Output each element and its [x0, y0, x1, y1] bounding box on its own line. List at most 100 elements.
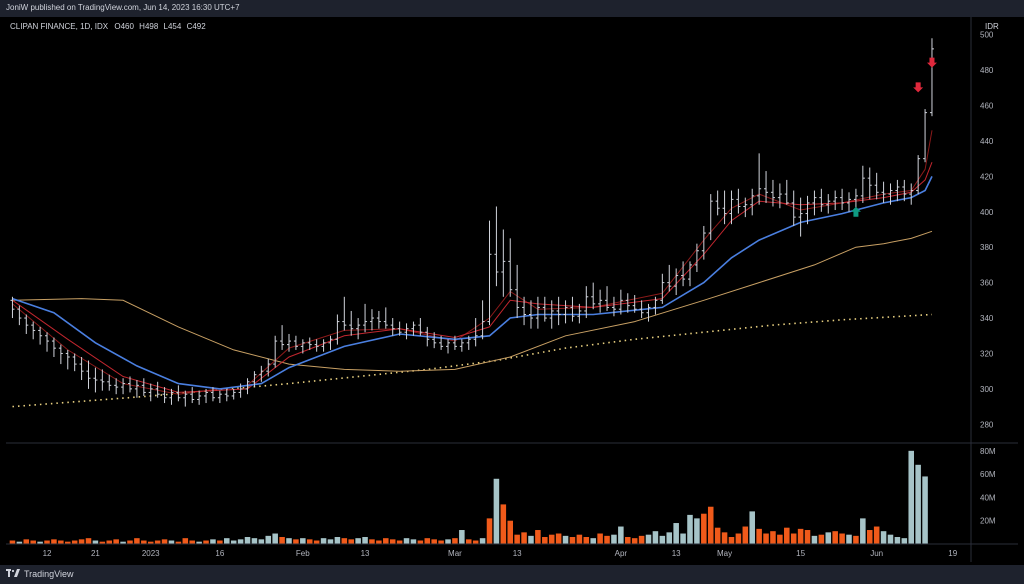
ohlc-bar [549, 300, 554, 329]
time-tick-label: May [717, 549, 732, 558]
volume-bar [894, 537, 901, 544]
volume-bar [279, 537, 285, 544]
ohlc-bar [397, 321, 402, 336]
volume-bar [618, 526, 624, 544]
ohlc-bar [853, 188, 858, 211]
ohlc-bar [10, 296, 15, 319]
ema-blue-line [12, 176, 933, 390]
volume-bar [701, 513, 707, 544]
ohlc-bar [300, 339, 305, 354]
sell-arrow-icon [926, 57, 937, 68]
price-chart[interactable]: 280 300 320 340 360 380 400 420 440 460 480 500 20M 4… [6, 17, 1018, 562]
ohlc-bar [508, 238, 513, 297]
ohlc-bar [287, 333, 292, 352]
ohlc-bar [217, 390, 222, 404]
ohlc-bar [591, 282, 596, 310]
volume-bar [30, 540, 36, 544]
volume-bar [645, 534, 652, 544]
volume-bar [777, 534, 783, 544]
ohlc-bar [224, 388, 229, 402]
volume-bar [306, 539, 313, 544]
volume-bar [728, 537, 735, 544]
ohlc-bar [639, 300, 644, 319]
ohlc-bar [190, 387, 195, 404]
volume-bar [196, 541, 202, 544]
volume-bar [203, 540, 209, 544]
time-tick-label: Jun [870, 549, 883, 558]
volume-bar [182, 538, 189, 544]
legend-low: 454 [168, 22, 182, 31]
volume-bar [742, 526, 749, 544]
time-tick-label: 16 [215, 549, 224, 558]
volume-bars [9, 450, 928, 544]
volume-bar [452, 538, 458, 544]
volume-bar [265, 535, 272, 544]
volume-bar [417, 540, 424, 544]
ohlc-bar [210, 387, 215, 402]
chart-area[interactable]: 280 300 320 340 360 380 400 420 440 460 480 500 20M 4… [6, 17, 1018, 562]
ohlc-bar [840, 188, 845, 211]
ohlc-bar [528, 300, 533, 329]
ohlc-bar [238, 383, 243, 398]
volume-bar [99, 541, 106, 544]
volume-bar [210, 539, 216, 544]
ohlc-bar [114, 378, 119, 395]
ohlc-bars [10, 38, 934, 407]
ohlc-bar [708, 194, 713, 241]
volume-bar [459, 530, 465, 544]
volume-bar [784, 527, 790, 544]
ohlc-bar [764, 171, 769, 203]
price-tick-label: 380 [980, 243, 994, 252]
ohlc-bar [148, 383, 153, 402]
ohlc-bar [141, 378, 146, 396]
volume-bar [341, 538, 348, 544]
ohlc-bar [404, 323, 409, 340]
volume-bar [860, 518, 866, 544]
price-tick-label: 420 [980, 172, 994, 181]
volume-bar [37, 541, 43, 544]
volume-bar [749, 511, 755, 544]
time-tick-label: 21 [91, 549, 100, 558]
volume-bar [521, 532, 527, 544]
ohlc-bar [757, 153, 762, 205]
ohlc-bar [383, 307, 388, 329]
ohlc-bar [204, 388, 209, 404]
ohlc-bar [86, 360, 91, 389]
ohlc-bar [121, 378, 126, 395]
ohlc-bar [729, 190, 734, 225]
volume-bar [832, 531, 838, 544]
volume-bar [127, 540, 133, 544]
legend-l-label: L [164, 22, 169, 31]
volume-bar [362, 537, 368, 544]
ohlc-bar [674, 268, 679, 296]
ohlc-bar [653, 296, 658, 315]
volume-bar [355, 538, 361, 544]
volume-tick-label: 60M [980, 470, 996, 479]
ohlc-bar [452, 335, 457, 350]
volume-bar [424, 538, 431, 544]
legend-c-label: C [187, 22, 193, 31]
ohlc-bar [902, 179, 907, 202]
volume-bar [161, 539, 168, 544]
ohlc-bar [687, 261, 692, 287]
brand[interactable]: TradingView [6, 569, 74, 579]
ohlc-bar [466, 335, 471, 350]
publisher-line: JoniW published on TradingView.com, Jun … [6, 3, 240, 12]
volume-bar [804, 530, 811, 544]
volume-bar [652, 531, 659, 544]
volume-bar [78, 539, 85, 544]
ohlc-bar [432, 332, 437, 349]
ohlc-bar [847, 192, 852, 212]
ohlc-bar [280, 325, 285, 350]
volume-bar [797, 528, 804, 544]
price-tick-label: 500 [980, 31, 994, 40]
volume-bar [410, 539, 417, 544]
tradingview-logo-icon [6, 569, 20, 577]
ohlc-bar [134, 380, 139, 398]
price-tick-label: 300 [980, 385, 994, 394]
volume-bar [666, 532, 673, 544]
volume-bar [735, 533, 742, 544]
ohlc-bar [826, 194, 831, 214]
volume-bar [258, 539, 265, 544]
ohlc-bar [349, 310, 354, 336]
